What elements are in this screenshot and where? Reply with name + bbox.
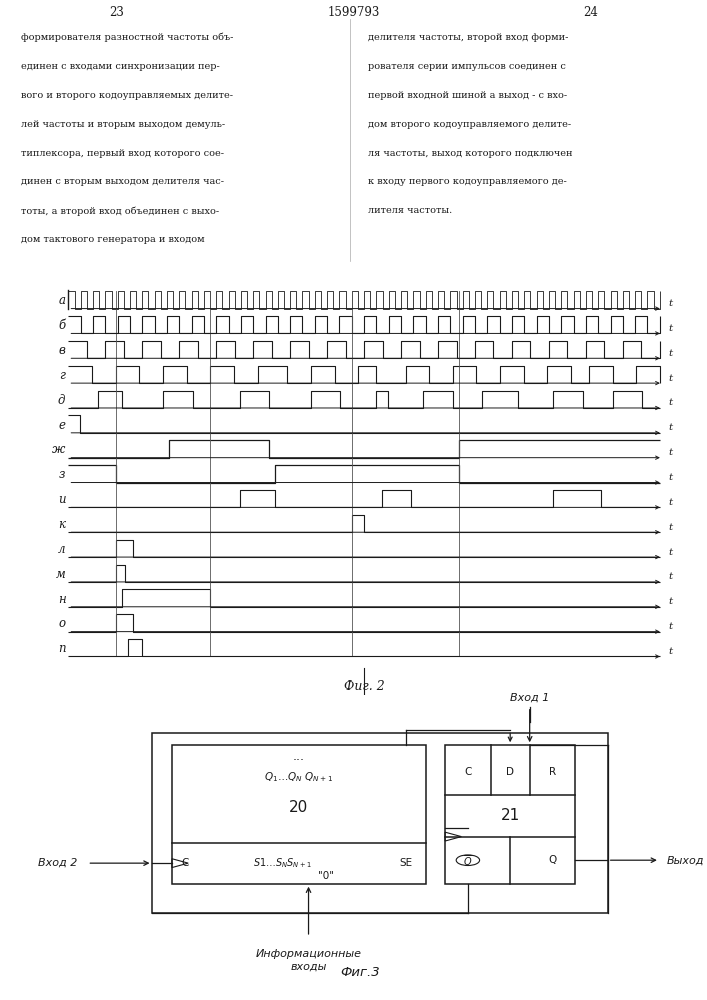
Text: формирователя разностной частоты объ-: формирователя разностной частоты объ- [21,33,233,42]
Text: динен с вторым выходом делителя час-: динен с вторым выходом делителя час- [21,177,224,186]
Text: з: з [59,468,66,481]
Text: д: д [58,394,66,407]
Text: л: л [58,543,66,556]
Text: н: н [58,593,66,606]
Text: t: t [669,473,673,482]
Text: "0": "0" [318,871,334,881]
Text: ля частоты, выход которого подключен: ля частоты, выход которого подключен [368,148,572,157]
Text: t: t [669,647,673,656]
Text: t: t [669,423,673,432]
Text: t: t [669,622,673,631]
Text: Выход: Выход [666,855,703,865]
Text: t: t [669,448,673,457]
Text: D: D [506,767,514,777]
Text: и: и [58,493,66,506]
Text: г: г [59,369,66,382]
Text: t: t [669,299,673,308]
Text: вого и второго кодоуправляемых делите-: вого и второго кодоуправляемых делите- [21,91,233,100]
Text: C: C [464,767,472,777]
Text: 20: 20 [289,800,308,815]
Text: t: t [669,498,673,507]
Text: t: t [669,523,673,532]
Text: $S1\ldots S_N S_{N+1}$: $S1\ldots S_N S_{N+1}$ [253,856,312,870]
Text: Фиг. 2: Фиг. 2 [344,680,385,693]
Text: Информационные
входы: Информационные входы [255,949,361,972]
Text: Вход 1: Вход 1 [510,692,549,702]
Text: лей частоты и вторым выходом демуль-: лей частоты и вторым выходом демуль- [21,120,226,129]
Text: t: t [669,398,673,407]
Text: а: а [59,294,66,307]
Text: Вход 2: Вход 2 [38,858,78,868]
Text: к входу первого кодоуправляемого де-: к входу первого кодоуправляемого де- [368,177,566,186]
Text: первой входной шиной а выход - с вхо-: первой входной шиной а выход - с вхо- [368,91,567,100]
Text: $Q_1 \ldots Q_N\ Q_{N+1}$: $Q_1 \ldots Q_N\ Q_{N+1}$ [264,771,334,784]
Text: к: к [59,518,66,531]
Text: C: C [181,858,189,868]
Bar [153,733,608,913]
Text: п: п [58,642,66,655]
Text: 21: 21 [501,808,520,823]
Bar [172,745,426,884]
Text: м: м [56,568,66,581]
Text: t: t [669,597,673,606]
Text: Q: Q [549,855,556,865]
Text: рователя серии импульсов соединен с: рователя серии импульсов соединен с [368,62,566,71]
Text: R: R [549,767,556,777]
Text: дом тактового генератора и входом: дом тактового генератора и входом [21,235,205,244]
Text: лителя частоты.: лителя частоты. [368,206,452,215]
Text: б: б [58,319,66,332]
Text: t: t [669,374,673,383]
Text: 24: 24 [583,5,598,18]
Text: типлексора, первый вход которого сое-: типлексора, первый вход которого сое- [21,148,224,157]
Text: единен с входами синхронизации пер-: единен с входами синхронизации пер- [21,62,220,71]
Text: ...: ... [293,750,305,763]
Text: ж: ж [52,443,66,456]
Text: t: t [669,349,673,358]
Bar [445,745,575,884]
Text: тоты, а второй вход объединен с выхо-: тоты, а второй вход объединен с выхо- [21,206,219,216]
Text: делителя частоты, второй вход форми-: делителя частоты, второй вход форми- [368,33,568,42]
Text: t: t [669,324,673,333]
Text: $\overline{Q}$: $\overline{Q}$ [463,853,473,869]
Text: 23: 23 [109,5,124,18]
Text: t: t [669,548,673,557]
Text: в: в [59,344,66,357]
Text: t: t [669,572,673,581]
Text: е: е [59,419,66,432]
Text: Фиг.3: Фиг.3 [341,966,380,979]
Text: о: о [58,617,66,630]
Text: дом второго кодоуправляемого делите-: дом второго кодоуправляемого делите- [368,120,571,129]
Text: 1599793: 1599793 [327,5,380,18]
Text: SE: SE [399,858,413,868]
